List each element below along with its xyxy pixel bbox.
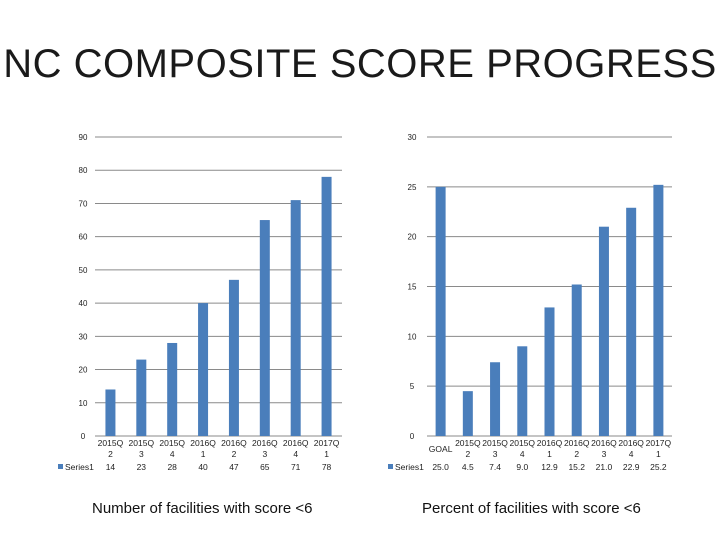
- legend-series-name: Series1: [395, 462, 424, 472]
- bar-4: [228, 279, 239, 436]
- data-table-value: 15.2: [568, 462, 585, 472]
- data-table-value: 23: [137, 462, 147, 472]
- chart-caption-count: Number of facilities with score <6: [92, 500, 313, 517]
- category-label: 2017Q 1: [646, 438, 672, 459]
- bar-5: [571, 284, 582, 436]
- y-tick-label: 15: [408, 283, 417, 292]
- category-label: 2017Q 1: [314, 438, 340, 459]
- category-label: 2015Q 2: [98, 438, 124, 459]
- y-tick-label: 0: [81, 432, 86, 441]
- data-table-value: 28: [167, 462, 177, 472]
- category-label: 2016Q 1: [190, 438, 216, 459]
- bar-6: [290, 200, 301, 436]
- data-table-value: 4.5: [462, 462, 474, 472]
- category-label: 2016Q 3: [591, 438, 617, 459]
- category-label: 2016Q 3: [252, 438, 278, 459]
- bar-7: [626, 207, 637, 436]
- bar-0: [105, 389, 116, 436]
- category-label: 2016Q 4: [618, 438, 644, 459]
- bar-2: [490, 362, 501, 436]
- chart-facility-count: 0 10 20 30 40 50 60 70 80 90 2015Q 2 2015Q 3 2015Q 4 201…: [50, 125, 350, 485]
- category-label: 2016Q 2: [564, 438, 590, 459]
- bar-6: [598, 226, 609, 436]
- legend-key: [388, 464, 393, 469]
- data-table-value: 40: [198, 462, 208, 472]
- y-tick-label: 10: [408, 332, 417, 341]
- data-table-value: 12.9: [541, 462, 558, 472]
- y-tick-label: 80: [79, 166, 88, 175]
- data-table-value: 7.4: [489, 462, 501, 472]
- data-table-value: 65: [260, 462, 270, 472]
- bar-3: [198, 303, 209, 436]
- y-tick-label: 70: [79, 199, 88, 208]
- data-table-value: 71: [291, 462, 301, 472]
- category-label: 2015Q 3: [129, 438, 155, 459]
- data-table-value: 25.0: [432, 462, 449, 472]
- bar-5: [259, 220, 270, 436]
- y-tick-label: 10: [79, 399, 88, 408]
- legend-key: [58, 464, 63, 469]
- category-label: 2016Q 2: [221, 438, 247, 459]
- y-tick-label: 0: [410, 432, 415, 441]
- data-table-value: 21.0: [596, 462, 613, 472]
- data-table-value: 78: [322, 462, 332, 472]
- category-label: 2015Q 3: [482, 438, 508, 459]
- bar-1: [136, 359, 147, 436]
- data-table-value: 9.0: [516, 462, 528, 472]
- bar-2: [167, 342, 178, 436]
- y-tick-label: 5: [410, 382, 415, 391]
- data-table-value: 14: [106, 462, 116, 472]
- bar-1: [462, 391, 473, 436]
- bar-7: [321, 176, 332, 436]
- bar-4: [544, 307, 555, 436]
- legend-series-name: Series1: [65, 462, 94, 472]
- y-tick-label: 60: [79, 233, 88, 242]
- y-tick-label: 30: [79, 332, 88, 341]
- y-tick-label: 20: [408, 233, 417, 242]
- category-label: 2015Q 4: [510, 438, 536, 459]
- y-tick-label: 50: [79, 266, 88, 275]
- data-table-value: 47: [229, 462, 239, 472]
- y-tick-label: 90: [79, 133, 88, 142]
- data-table-value: 22.9: [623, 462, 640, 472]
- y-tick-label: 20: [79, 366, 88, 375]
- chart-caption-percent: Percent of facilities with score <6: [422, 500, 641, 517]
- slide-title: NC COMPOSITE SCORE PROGRESS: [3, 42, 717, 86]
- chart-facility-percent: 0 5 10 15 20 25 30 GOAL 2015Q 2 2015Q 3 2015Q 4 2016Q 1…: [380, 125, 680, 485]
- bar-8: [653, 184, 664, 436]
- bar-3: [517, 346, 528, 436]
- category-label: 2015Q 4: [159, 438, 185, 459]
- category-label: 2016Q 4: [283, 438, 309, 459]
- y-tick-label: 40: [79, 299, 88, 308]
- y-tick-label: 30: [408, 133, 417, 142]
- data-table-value: 25.2: [650, 462, 667, 472]
- category-label: 2016Q 1: [537, 438, 563, 459]
- category-label: GOAL: [429, 444, 453, 454]
- category-label: 2015Q 2: [455, 438, 481, 459]
- y-tick-label: 25: [408, 183, 417, 192]
- bar-0: [435, 186, 446, 436]
